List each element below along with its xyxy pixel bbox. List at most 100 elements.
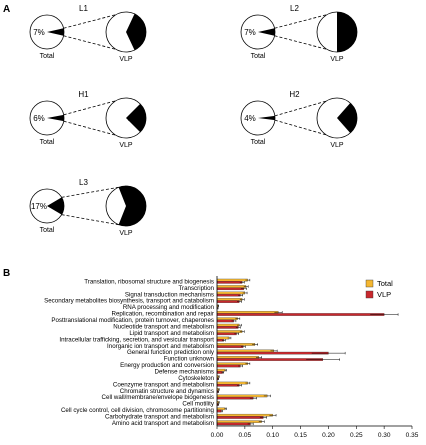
category-label: Lipid transport and metabolism [129, 330, 214, 337]
legend-label-vlp: VLP [377, 290, 391, 299]
total-pie-slice [258, 28, 275, 36]
x-tick-label: 0.15 [294, 432, 307, 439]
category-label: Nucleotide transport and metabolism [113, 323, 214, 330]
x-tick-label: 0.10 [266, 432, 279, 439]
vlp-percent-label: 62% [128, 202, 144, 211]
bar-vlp [216, 281, 243, 284]
bar-vlp [216, 313, 385, 316]
category-label: Cell motility [182, 401, 215, 408]
bar-vlp [216, 396, 254, 400]
group-name-label: L2 [290, 4, 299, 13]
connector-line-upper [274, 11, 338, 29]
bar-vlp [216, 326, 239, 329]
category-label: Secondary metabolites biosynthesis, tran… [44, 298, 214, 305]
bar-total [216, 394, 268, 398]
pie-group-h1: 6% 25% H1 Total VLP [29, 90, 147, 149]
x-tick-label: 0.30 [378, 432, 391, 439]
bar-total [216, 291, 246, 295]
x-tick-label: 0.20 [322, 432, 335, 439]
bar-vlp [216, 384, 240, 387]
pie-group-l1: 7% 36% L1 Total VLP [29, 4, 147, 63]
group-name-label: H1 [78, 90, 89, 99]
group-name-label: H2 [289, 90, 300, 99]
bar-total [216, 336, 230, 340]
pie-group-h2: 4% 27% H2 Total VLP [240, 90, 358, 149]
category-label: Cytoskeleton [178, 375, 214, 382]
category-label: Cell wall/membrane/envelope biogenesis [102, 394, 214, 401]
bar-total [216, 349, 274, 353]
vlp-percent-label: 27% [339, 114, 355, 123]
pie-panel: 7% 36% L1 Total VLP 7% 50% L2 Total VLP 6% 25% H1 Tot… [29, 4, 358, 237]
total-pie-slice [47, 28, 64, 36]
vlp-percent-label: 36% [128, 28, 144, 37]
connector-line-upper [274, 97, 338, 117]
total-percent-label: 7% [33, 28, 45, 37]
bar-total [216, 420, 262, 423]
bar-total [216, 407, 226, 411]
bar-vlp [216, 422, 251, 426]
total-axis-label: Total [40, 139, 55, 146]
total-percent-label: 6% [33, 114, 45, 123]
bar-total [216, 278, 248, 282]
bar-total [216, 317, 238, 320]
category-label: Translation, ribosomal structure and bio… [84, 278, 214, 285]
total-axis-label: Total [251, 139, 266, 146]
total-percent-label: 7% [244, 28, 256, 37]
x-tick-label: 0.05 [239, 432, 252, 439]
connector-line-lower [63, 120, 127, 139]
vlp-axis-label: VLP [330, 142, 344, 149]
category-label: Chromatin structure and dynamics [120, 388, 214, 395]
vlp-pie-slice [337, 12, 357, 52]
connector-line-lower [274, 35, 338, 53]
bar-vlp [216, 287, 244, 291]
bar-vlp [216, 332, 237, 336]
category-label: Amino acid transport and metabolism [112, 420, 214, 427]
bar-total [216, 285, 247, 288]
bar-total [216, 323, 240, 327]
total-axis-label: Total [40, 227, 55, 234]
vlp-axis-label: VLP [119, 142, 133, 149]
bar-total [216, 298, 243, 301]
bar-vlp [216, 293, 241, 297]
vlp-axis-label: VLP [119, 56, 133, 63]
x-tick-label: 0.00 [211, 432, 224, 439]
legend: Total VLP [365, 279, 393, 299]
group-name-label: L3 [79, 178, 88, 187]
connector-line-lower [61, 214, 127, 227]
bar-total [216, 343, 256, 346]
panel-b-label: B [3, 268, 10, 279]
category-label: Function unknown [164, 356, 215, 363]
bar-total [216, 368, 226, 372]
bar-total [216, 413, 273, 417]
legend-swatch-total [365, 279, 374, 288]
bar-vlp [216, 345, 244, 348]
legend-label-total: Total [377, 279, 393, 288]
total-pie-slice [258, 115, 275, 121]
bar-total [216, 330, 243, 333]
vlp-pie-slice [126, 103, 146, 133]
vlp-pie-slice [126, 13, 146, 51]
category-label: General function prediction only [127, 349, 215, 356]
category-label: Carbohydrate transport and metabolism [105, 414, 214, 421]
bar-panel: Translation, ribosomal structure and bio… [44, 276, 419, 439]
vlp-pie-slice [337, 102, 357, 134]
vlp-axis-label: VLP [119, 230, 133, 237]
total-percent-label: 4% [244, 114, 256, 123]
vlp-axis-label: VLP [330, 56, 344, 63]
x-tick-label: 0.25 [350, 432, 363, 439]
total-axis-label: Total [251, 53, 266, 60]
legend-swatch-vlp [365, 290, 374, 299]
connector-line-upper [61, 185, 127, 198]
category-label: Energy production and conversion [120, 362, 214, 369]
total-axis-label: Total [40, 53, 55, 60]
bar-total [216, 362, 248, 366]
bar-total [216, 310, 279, 314]
bar-vlp [216, 364, 241, 368]
bar-total [216, 356, 259, 359]
total-percent-label: 17% [31, 202, 47, 211]
category-label: Intracellular trafficking, secretion, an… [59, 336, 214, 343]
pie-group-l3: 17% 62% L3 Total VLP [29, 178, 147, 237]
category-label: Transcription [178, 285, 214, 292]
